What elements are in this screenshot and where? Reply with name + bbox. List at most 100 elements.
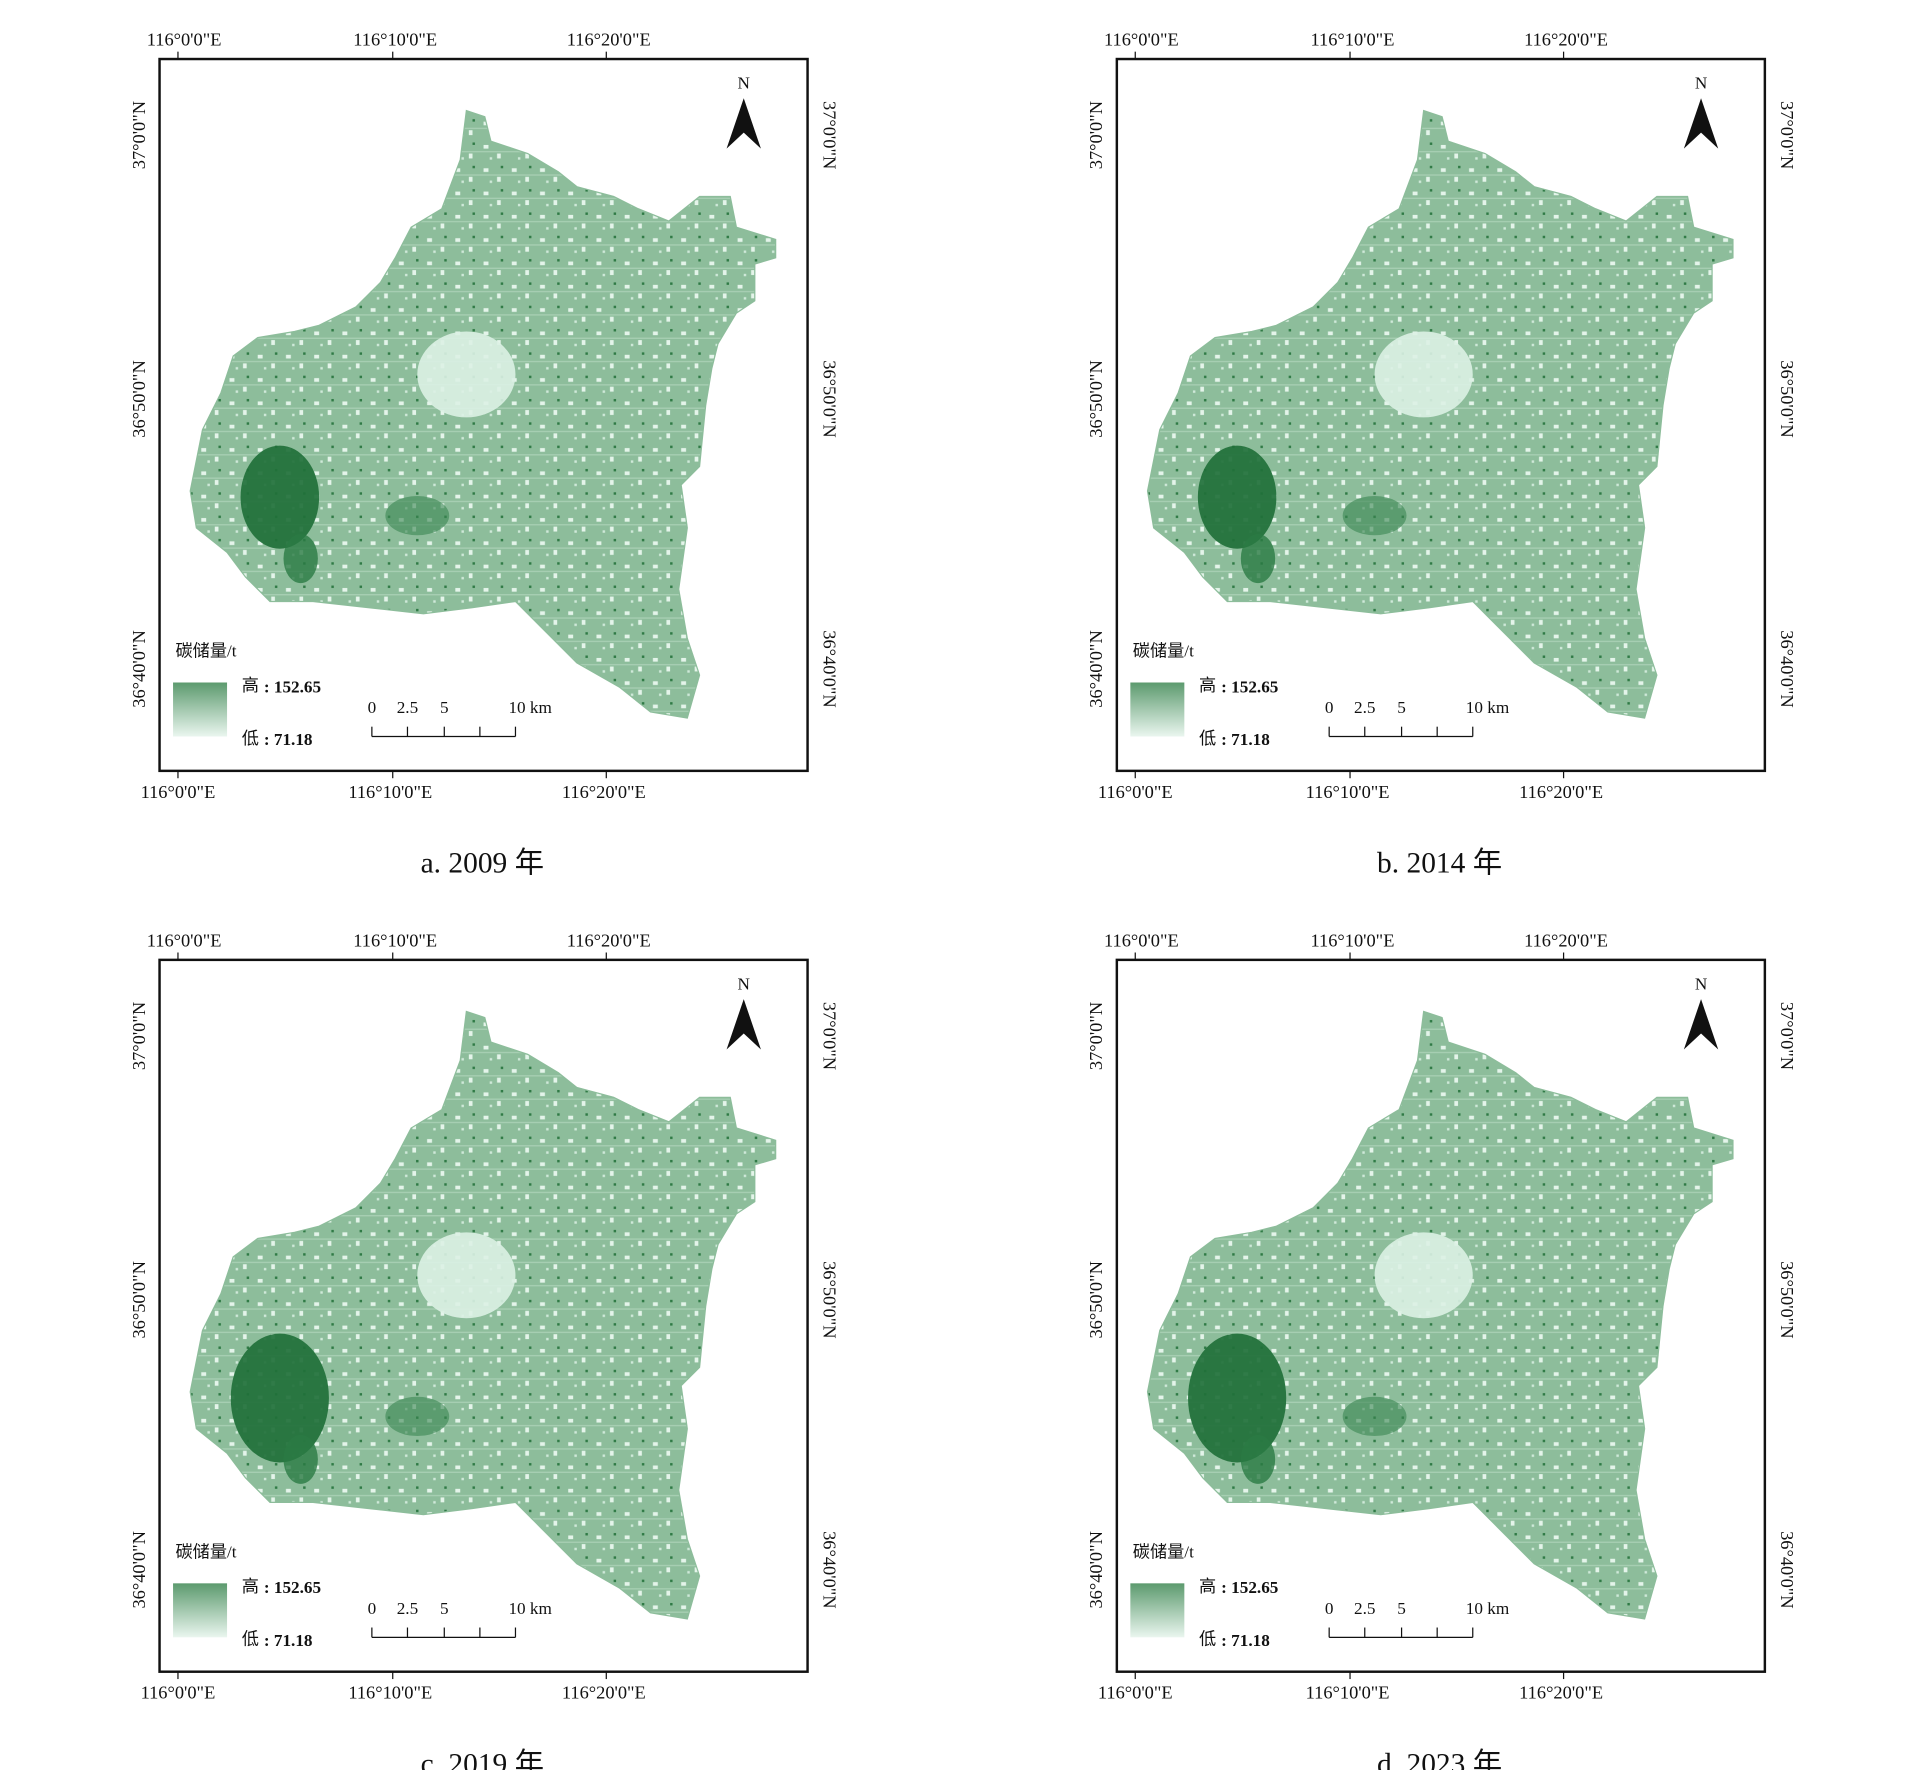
lat-tick-label: 36°50'0"N (820, 1261, 840, 1338)
legend-low-value: : 71.18 (264, 730, 313, 749)
high-carbon-zone (1342, 495, 1407, 536)
high-carbon-zone (283, 533, 318, 584)
panel-caption: d. 2023 年 (1377, 1748, 1502, 1770)
scale-label: 0 (1325, 1599, 1334, 1618)
lat-tick-label: 37°0'0"N (129, 1002, 149, 1070)
lat-tick-label: 37°0'0"N (1777, 101, 1797, 169)
map-panel: 116°0'0"E 116°0'0"E 116°10'0"E 116°10'0"E 11… (129, 30, 840, 880)
north-label: N (738, 73, 750, 92)
scale-label: 0 (368, 698, 377, 717)
high-carbon-zone (230, 1333, 329, 1463)
scale-label: 2.5 (397, 698, 418, 717)
lon-tick-label: 116°10'0"E (1306, 1683, 1390, 1703)
lon-tick-label: 116°10'0"E (1306, 782, 1390, 802)
legend-low: 低 (242, 729, 259, 748)
legend-low: 低 (1199, 729, 1216, 748)
lat-tick-label: 37°0'0"N (1086, 101, 1106, 169)
lat-tick-label: 36°40'0"N (820, 630, 840, 707)
legend-title: 碳储量/t (176, 1543, 237, 1562)
high-carbon-zone (385, 1396, 450, 1437)
north-arrow (726, 98, 761, 149)
legend-low: 低 (242, 1630, 259, 1649)
lon-tick-label: 116°20'0"E (1519, 782, 1603, 802)
lat-tick-label: 36°50'0"N (820, 360, 840, 437)
high-carbon-zone (1240, 1434, 1276, 1484)
lat-tick-label: 36°50'0"N (129, 360, 149, 437)
north-label: N (738, 974, 750, 993)
legend-low-value: : 71.18 (1221, 1631, 1270, 1650)
map-panel: 116°0'0"E 116°0'0"E 116°10'0"E 116°10'0"E 11… (129, 930, 840, 1770)
high-carbon-zone (1240, 533, 1276, 584)
lon-tick-label: 116°0'0"E (1104, 30, 1179, 50)
scale-label: 2.5 (1354, 1599, 1375, 1618)
scale-label: 5 (440, 1599, 449, 1618)
legend-low-value: : 71.18 (264, 1631, 313, 1650)
lon-tick-label: 116°10'0"E (1311, 930, 1395, 950)
legend-title: 碳储量/t (176, 642, 237, 661)
urban-core (417, 1232, 516, 1319)
lat-tick-label: 36°50'0"N (1777, 360, 1797, 437)
scale-label: 2.5 (1354, 698, 1375, 717)
legend-ramp (1130, 1583, 1185, 1638)
map-panel: 116°0'0"E 116°0'0"E 116°10'0"E 116°10'0"E 11… (1086, 30, 1797, 880)
lat-tick-label: 37°0'0"N (820, 1002, 840, 1070)
panel-caption: b. 2014 年 (1377, 847, 1502, 880)
legend-ramp (173, 1583, 228, 1638)
north-arrow (1683, 999, 1719, 1050)
lon-tick-label: 116°0'0"E (1098, 1683, 1173, 1703)
lon-tick-label: 116°10'0"E (348, 782, 432, 802)
north-arrow (1683, 98, 1719, 149)
legend-high-value: : 152.65 (264, 677, 321, 696)
north-label: N (1695, 974, 1707, 993)
legend-title: 碳储量/t (1133, 1543, 1194, 1562)
lat-tick-label: 36°40'0"N (129, 1531, 149, 1608)
legend-low-value: : 71.18 (1221, 730, 1270, 749)
legend-ramp (1130, 682, 1185, 737)
panel-caption: a. 2009 年 (421, 847, 544, 880)
scale-label: 10 km (508, 1599, 552, 1618)
lat-tick-label: 36°40'0"N (1086, 630, 1106, 707)
legend-high-value: : 152.65 (1221, 677, 1278, 696)
lon-tick-label: 116°10'0"E (348, 1683, 432, 1703)
scale-label: 0 (368, 1599, 377, 1618)
lon-tick-label: 116°20'0"E (567, 30, 651, 50)
lon-tick-label: 116°20'0"E (567, 930, 651, 950)
urban-core (417, 331, 516, 418)
lon-tick-label: 116°20'0"E (562, 1683, 646, 1703)
scale-label: 10 km (508, 698, 552, 717)
lon-tick-label: 116°0'0"E (147, 30, 222, 50)
high-carbon-zone (1188, 1333, 1287, 1463)
lon-tick-label: 116°10'0"E (353, 30, 437, 50)
lat-tick-label: 36°50'0"N (1777, 1261, 1797, 1338)
urban-core (1374, 1232, 1473, 1319)
map-panel: 116°0'0"E 116°0'0"E 116°10'0"E 116°10'0"E 11… (1086, 930, 1797, 1770)
lon-tick-label: 116°10'0"E (1311, 30, 1395, 50)
high-carbon-zone (385, 495, 450, 536)
scale-label: 5 (440, 698, 449, 717)
legend-high-value: : 152.65 (264, 1578, 321, 1597)
legend-high: 高 (1199, 1577, 1216, 1596)
lon-tick-label: 116°0'0"E (141, 782, 216, 802)
lon-tick-label: 116°20'0"E (562, 782, 646, 802)
north-label: N (1695, 73, 1707, 92)
legend-title: 碳储量/t (1133, 642, 1194, 661)
legend-high-value: : 152.65 (1221, 1578, 1278, 1597)
scale-label: 5 (1397, 698, 1406, 717)
lat-tick-label: 36°50'0"N (129, 1261, 149, 1338)
lat-tick-label: 36°50'0"N (1086, 1261, 1106, 1338)
lon-tick-label: 116°20'0"E (1519, 1683, 1603, 1703)
high-carbon-zone (283, 1434, 318, 1484)
lat-tick-label: 36°40'0"N (1086, 1531, 1106, 1608)
lat-tick-label: 36°50'0"N (1086, 360, 1106, 437)
lat-tick-label: 37°0'0"N (820, 101, 840, 169)
lon-tick-label: 116°10'0"E (353, 930, 437, 950)
legend-high: 高 (242, 1577, 259, 1596)
scale-label: 10 km (1466, 698, 1510, 717)
high-carbon-zone (240, 445, 320, 549)
lat-tick-label: 37°0'0"N (129, 101, 149, 169)
lat-tick-label: 36°40'0"N (129, 630, 149, 707)
high-carbon-zone (1197, 445, 1277, 549)
high-carbon-zone (1342, 1396, 1407, 1437)
